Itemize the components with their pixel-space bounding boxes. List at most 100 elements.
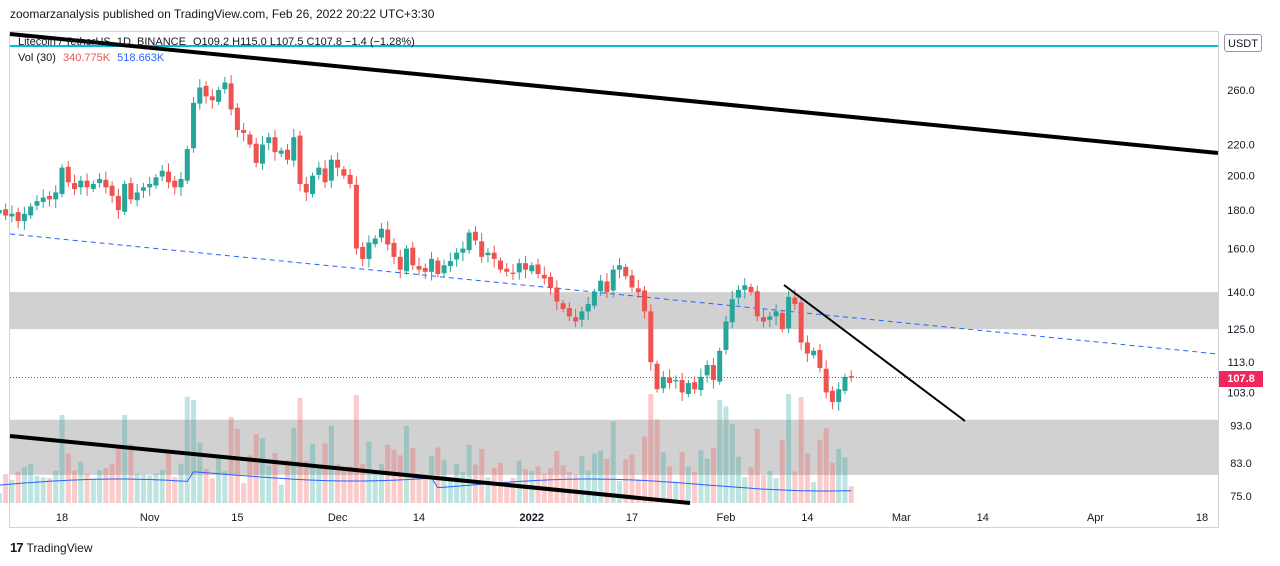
candle-body — [804, 342, 810, 354]
candle-body — [679, 379, 685, 393]
candle-body — [65, 166, 71, 183]
candle-body — [21, 213, 27, 222]
candle-body — [635, 288, 641, 293]
volume-bar — [341, 471, 347, 503]
candle-body — [416, 266, 422, 270]
volume-bar — [335, 464, 341, 503]
volume-bar — [134, 473, 140, 503]
candle-body — [284, 149, 290, 160]
candle-body — [704, 365, 710, 376]
published-caption: zoomarzanalysis published on TradingView… — [10, 7, 435, 21]
candle-body — [754, 291, 760, 317]
volume-bar — [172, 477, 178, 503]
candle-body — [366, 242, 372, 259]
volume-bar — [667, 466, 673, 503]
volume-bar — [717, 399, 723, 503]
volume-bar — [78, 461, 84, 503]
candle-body — [616, 265, 622, 270]
short-resistance-line — [783, 284, 966, 422]
candle-body — [191, 102, 197, 149]
candle-body — [648, 311, 654, 363]
volume-bar — [328, 425, 334, 503]
legend-volume-value: 340.775K — [62, 52, 111, 64]
volume-bar — [673, 481, 679, 503]
volume-bar — [779, 440, 785, 503]
volume-bar — [742, 477, 748, 503]
volume-bar — [422, 479, 428, 503]
legend-volume-label[interactable]: Vol (30) — [18, 52, 56, 64]
candle-body — [316, 167, 322, 175]
candle-body — [554, 287, 560, 302]
candle-body — [59, 167, 65, 195]
x-tick-label: 14 — [801, 512, 813, 524]
volume-bar — [623, 459, 629, 503]
volume-bar — [21, 467, 27, 503]
candle-body — [479, 241, 485, 257]
candle-body — [234, 107, 240, 131]
volume-bar — [585, 470, 591, 503]
candle-body — [410, 247, 416, 266]
volume-bar — [253, 433, 259, 503]
candle-body — [723, 321, 729, 350]
footer-brand[interactable]: 17 TradingView — [10, 540, 93, 555]
candle-body — [266, 137, 272, 143]
volume-bar — [610, 421, 616, 503]
candle-body — [172, 180, 178, 188]
volume-bar — [360, 463, 366, 503]
candle-body — [761, 317, 767, 322]
candle-body — [660, 376, 666, 389]
chart-frame[interactable] — [9, 31, 1219, 528]
candle-body — [153, 177, 159, 186]
volume-bar — [823, 428, 829, 503]
resistance-zone — [10, 292, 1218, 330]
legend-symbol[interactable]: Litecoin / TetherUS, 1D, BINANCE — [18, 36, 186, 48]
volume-bar — [560, 465, 566, 503]
volume-bar — [140, 474, 146, 503]
volume-bar — [84, 473, 90, 503]
last-price-tag: 107.8 — [1219, 371, 1263, 387]
x-tick-label: Nov — [140, 512, 160, 524]
y-tick-label: 260.0 — [1227, 85, 1255, 97]
volume-bar — [59, 414, 65, 503]
candle-body — [529, 265, 535, 272]
lower-trendline — [9, 434, 691, 505]
volume-bar — [466, 445, 472, 503]
candle-body — [103, 179, 109, 188]
candle-body — [535, 264, 541, 275]
y-tick-label: 103.0 — [1227, 387, 1255, 399]
volume-bar — [786, 394, 792, 503]
volume-bar — [692, 472, 698, 503]
candle-body — [510, 272, 516, 275]
currency-button[interactable]: USDT — [1224, 34, 1262, 52]
candle-body — [422, 268, 428, 272]
candle-body — [335, 159, 341, 168]
volume-bar — [642, 436, 648, 503]
candle-body — [829, 390, 835, 403]
candle-body — [360, 246, 366, 259]
candle-body — [134, 192, 140, 201]
candle-body — [560, 303, 566, 309]
tradingview-logo-icon: 17 — [10, 540, 24, 555]
candle-body — [0, 210, 2, 214]
candle-body — [278, 150, 284, 154]
volume-bar — [178, 463, 184, 503]
candle-body — [767, 316, 773, 320]
candle-body — [291, 137, 297, 161]
candle-body — [466, 232, 472, 251]
candle-body — [429, 258, 435, 272]
candle-body — [122, 183, 128, 212]
legend-volume-row: Vol (30) 340.775K 518.663K — [18, 52, 164, 64]
volume-bar — [454, 463, 460, 503]
candle-body — [491, 252, 497, 259]
candle-body — [115, 195, 121, 211]
candle-body — [842, 376, 848, 391]
x-tick-label: 15 — [231, 512, 243, 524]
candle-body — [710, 365, 716, 380]
candle-body — [435, 260, 441, 275]
x-tick-label: 14 — [977, 512, 989, 524]
dashed-trendline — [9, 233, 1219, 355]
candle-body — [685, 383, 691, 395]
volume-bar — [773, 478, 779, 503]
volume-bar — [159, 469, 165, 503]
